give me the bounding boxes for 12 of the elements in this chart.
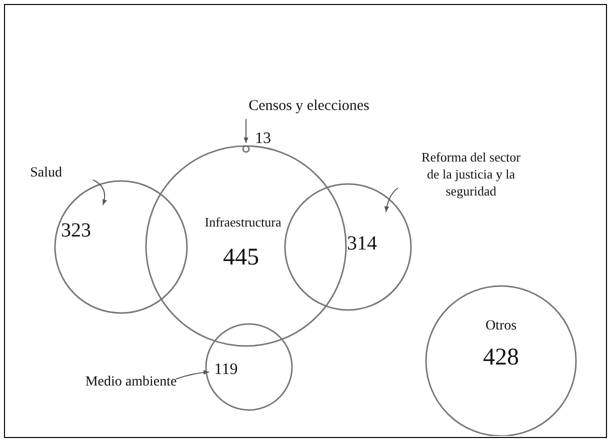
category-label: Infraestructura [204,214,282,230]
data-label: 314 [347,232,377,254]
data-label: 428 [483,344,519,370]
data-label: 119 [214,361,238,378]
category-label: Salud [30,166,62,181]
data-label: 445 [223,244,259,270]
category-label: Otros [485,318,517,334]
category-label: Censos y elecciones [248,98,370,114]
category-label: Reforma del sector de la justicia y la seguridad [422,149,522,198]
data-label: 13 [255,130,271,148]
category-label: Medio ambiente [85,374,177,390]
data-label: 323 [61,219,91,242]
